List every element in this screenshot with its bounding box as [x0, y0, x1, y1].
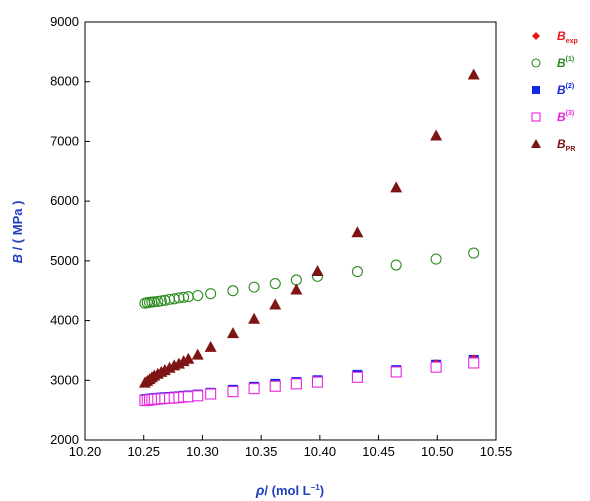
data-marks — [138, 68, 480, 407]
data-point-b1 — [290, 274, 302, 286]
legend-marker-bpr — [531, 139, 541, 148]
data-point-b1 — [390, 259, 402, 271]
x-tick-label: 10.25 — [127, 444, 160, 459]
data-point-bpr — [430, 129, 443, 141]
y-tick-label: 7000 — [50, 133, 79, 148]
data-point-b1 — [192, 289, 204, 302]
data-point-b1 — [269, 277, 281, 290]
data-point-b1 — [468, 247, 480, 259]
y-axis-title-text: / ( MPa ) — [10, 201, 25, 254]
y-tick-label: 2000 — [50, 432, 79, 447]
x-axis-title-end: ) — [320, 483, 324, 498]
data-point-bpr — [182, 352, 195, 364]
y-tick-label: 6000 — [50, 193, 79, 208]
x-tick-label: 10.40 — [304, 444, 337, 459]
x-tick-label: 10.30 — [186, 444, 219, 459]
data-point-bpr — [191, 348, 204, 360]
legend-item-b3: B(3) — [531, 110, 574, 124]
data-point-b3 — [351, 371, 363, 383]
legend-label-bpr: BPR — [557, 137, 575, 153]
data-point-bpr — [467, 68, 480, 80]
data-point-b3 — [205, 388, 217, 400]
legend-marker-b2 — [532, 86, 540, 94]
plot-frame — [84, 21, 497, 441]
data-point-bpr — [390, 181, 403, 193]
data-point-b3 — [248, 383, 260, 395]
data-point-b3 — [182, 391, 194, 403]
legend-item-exp: Bexp — [532, 29, 578, 45]
y-tick-label: 3000 — [50, 372, 79, 387]
data-point-bpr — [204, 340, 217, 352]
data-point-b3 — [227, 386, 239, 398]
legend: Bexp B(1) B(2) B(3) BPR — [531, 29, 578, 153]
data-point-b3 — [269, 380, 281, 392]
x-axis-title-symbol: ρ — [255, 482, 265, 498]
data-point-b3 — [430, 361, 442, 373]
legend-label-b3: B(3) — [557, 110, 574, 124]
legend-item-b1: B(1) — [531, 56, 574, 70]
x-tick-label: 10.50 — [421, 444, 454, 459]
legend-marker-exp — [532, 32, 540, 40]
data-point-b1 — [152, 295, 164, 308]
legend-marker-b3 — [531, 112, 541, 122]
y-tick-label: 4000 — [50, 313, 79, 328]
x-tick-label: 10.55 — [480, 444, 513, 459]
data-point-b1 — [148, 296, 160, 308]
legend-label-exp: Bexp — [557, 29, 578, 45]
y-tick-label: 8000 — [50, 74, 79, 89]
legend-item-bpr: BPR — [531, 137, 575, 153]
data-point-bpr — [269, 298, 282, 310]
x-axis-title: ρ/ (mol L−1) — [255, 482, 324, 498]
legend-label-b1: B(1) — [557, 56, 574, 70]
y-tick-label: 5000 — [50, 253, 79, 268]
data-point-b1 — [227, 285, 239, 297]
series-b3 — [139, 357, 480, 407]
data-point-bpr — [351, 226, 364, 238]
x-tick-label: 10.35 — [245, 444, 278, 459]
y-axis-title-symbol: B — [10, 254, 25, 263]
legend-label-b2: B(2) — [557, 83, 574, 97]
x-axis-title-text: / (mol L — [264, 483, 310, 498]
x-axis-ticks: 10.20 10.25 10.30 10.35 10.40 10.45 10.50 10.55 — [69, 435, 513, 459]
data-point-bpr — [311, 265, 324, 277]
data-point-b1 — [155, 295, 167, 307]
y-axis-ticks: 2000 3000 4000 5000 6000 7000 8000 9000 — [50, 14, 90, 447]
series-bpr — [138, 68, 480, 388]
x-axis-title-sup: −1 — [311, 483, 321, 492]
x-tick-label: 10.45 — [362, 444, 395, 459]
data-point-bpr — [226, 327, 239, 339]
y-tick-label: 9000 — [50, 14, 79, 29]
y-axis-title: B / ( MPa ) — [10, 201, 25, 264]
data-point-b1 — [178, 291, 190, 303]
legend-marker-b1 — [531, 58, 541, 68]
data-point-b1 — [351, 266, 363, 278]
series-b1 — [139, 247, 480, 309]
data-point-bpr — [290, 283, 303, 295]
x-tick-label: 10.20 — [69, 444, 102, 459]
data-point-bpr — [248, 312, 261, 324]
data-point-b1 — [430, 253, 442, 265]
data-point-b3 — [192, 390, 204, 402]
data-point-b3 — [290, 378, 302, 390]
data-point-b3 — [390, 366, 402, 378]
data-point-b1 — [205, 288, 217, 300]
data-point-b3 — [468, 357, 480, 369]
legend-item-b2: B(2) — [532, 83, 574, 97]
data-point-b1 — [248, 281, 260, 293]
data-point-b3 — [311, 376, 324, 388]
